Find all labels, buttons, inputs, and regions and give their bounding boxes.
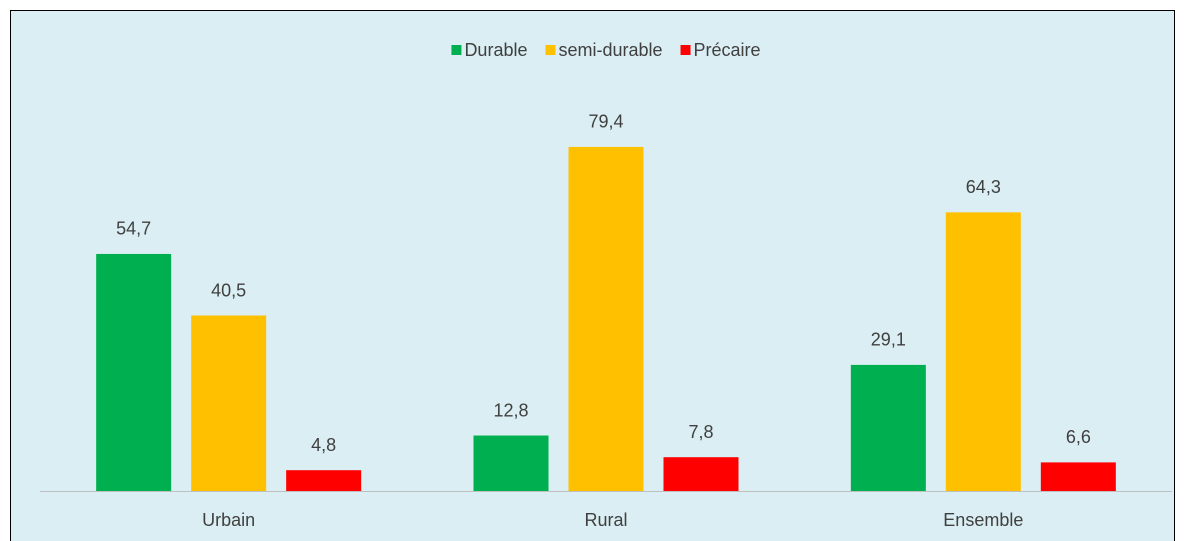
x-tick-label: Ensemble	[943, 510, 1023, 530]
data-label: 64,3	[966, 177, 1001, 197]
x-tick-label: Rural	[584, 510, 627, 530]
legend-label: Durable	[464, 40, 527, 60]
data-label: 40,5	[211, 280, 246, 300]
legend-swatch	[545, 45, 556, 55]
legend-swatch	[680, 45, 691, 55]
data-label: 7,8	[688, 422, 713, 442]
bar	[96, 253, 172, 491]
x-tick-label: Urbain	[202, 510, 255, 530]
bar	[473, 435, 549, 491]
legend-label: Précaire	[694, 40, 761, 60]
bar	[850, 364, 926, 491]
bar	[663, 457, 739, 491]
bar	[286, 470, 362, 491]
bar	[945, 212, 1021, 491]
bar	[568, 146, 644, 491]
legend-label: semi-durable	[558, 40, 662, 60]
legend-swatch	[451, 45, 462, 55]
bar	[1040, 462, 1116, 491]
data-label: 54,7	[116, 219, 151, 239]
data-label: 79,4	[588, 112, 623, 132]
data-label: 4,8	[311, 435, 336, 455]
data-label: 29,1	[871, 330, 906, 350]
data-label: 12,8	[493, 400, 528, 420]
data-label: 6,6	[1066, 427, 1091, 447]
bar	[191, 315, 267, 491]
